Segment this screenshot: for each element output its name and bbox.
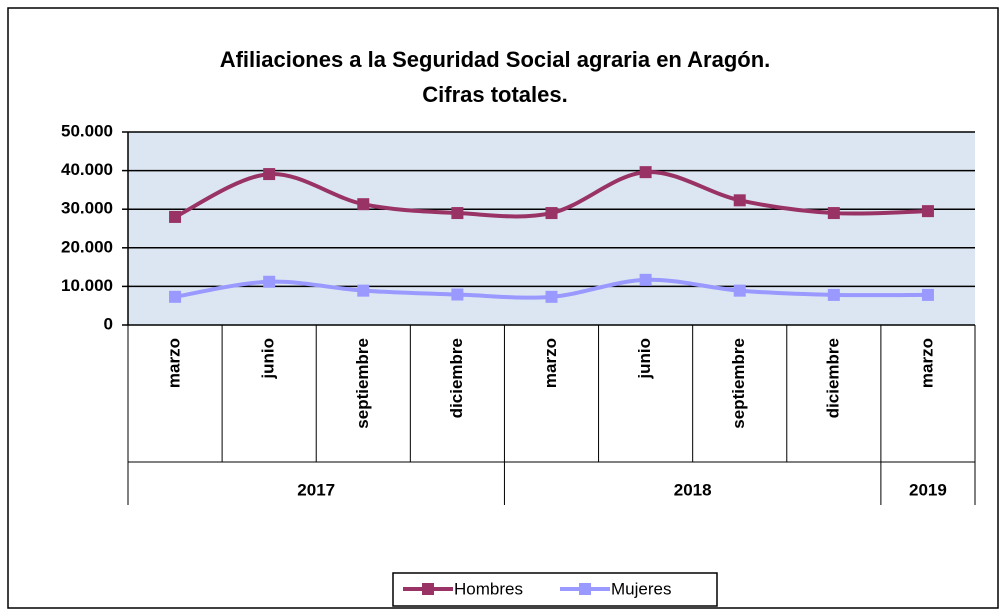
legend-label: Hombres: [454, 579, 523, 598]
x-tick-label: junio: [635, 338, 654, 380]
point-marker: [639, 273, 652, 286]
x-tick-label: junio: [259, 338, 278, 380]
point-marker: [263, 168, 276, 181]
group-label: 2018: [674, 480, 712, 499]
x-tick-label: diciembre: [447, 338, 466, 418]
point-marker: [921, 205, 934, 218]
x-tick-label: diciembre: [823, 338, 842, 418]
y-tick-label: 20.000: [61, 237, 113, 256]
point-marker: [733, 284, 746, 297]
group-label: 2019: [909, 480, 947, 499]
y-tick-label: 30.000: [61, 199, 113, 218]
point-marker: [545, 290, 558, 303]
legend-swatch: [422, 583, 434, 595]
x-tick-label: septiembre: [353, 338, 372, 429]
point-marker: [451, 207, 464, 220]
y-tick-label: 0: [104, 314, 113, 333]
point-marker: [451, 288, 464, 301]
y-tick-label: 40.000: [61, 160, 113, 179]
legend-label: Mujeres: [611, 579, 671, 598]
chart-title: Cifras totales.: [422, 82, 568, 107]
group-label: 2017: [297, 480, 335, 499]
point-marker: [357, 198, 370, 211]
point-marker: [733, 194, 746, 207]
x-tick-label: marzo: [165, 338, 184, 388]
x-tick-label: marzo: [541, 338, 560, 388]
y-tick-label: 10.000: [61, 276, 113, 295]
x-tick-label: septiembre: [729, 338, 748, 429]
x-tick-label: marzo: [917, 338, 936, 388]
legend-swatch: [579, 583, 591, 595]
y-tick-label: 50.000: [61, 121, 113, 140]
point-marker: [169, 210, 182, 223]
point-marker: [827, 207, 840, 220]
point-marker: [827, 288, 840, 301]
point-marker: [169, 290, 182, 303]
point-marker: [545, 207, 558, 220]
point-marker: [357, 284, 370, 297]
chart-title: Afiliaciones a la Seguridad Social agrar…: [220, 47, 771, 72]
point-marker: [263, 275, 276, 288]
point-marker: [921, 288, 934, 301]
point-marker: [639, 166, 652, 179]
